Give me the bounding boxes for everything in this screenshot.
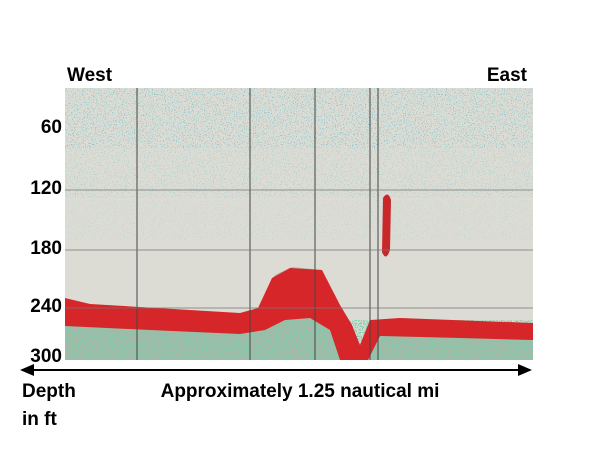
east-label: East [487,65,528,86]
depth-tick-label: 180 [30,238,62,259]
depth-tick-label: 240 [30,296,62,317]
depth-tick-label: 120 [30,178,62,199]
echogram [65,88,533,360]
depth-tick-label: 60 [41,117,62,138]
depth-label: Depth [22,381,76,402]
depth-tick-label: 300 [30,346,62,367]
depth-ticks: 60 120 180 240 300 [30,117,62,367]
depth-unit-label: in ft [22,409,57,430]
distance-label: Approximately 1.25 nautical mi [161,381,440,402]
distance-arrow [20,364,532,376]
west-label: West [67,65,113,86]
